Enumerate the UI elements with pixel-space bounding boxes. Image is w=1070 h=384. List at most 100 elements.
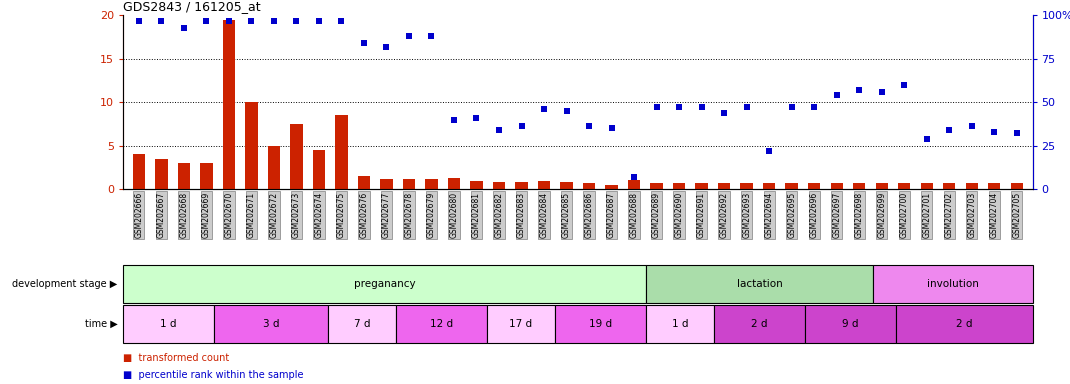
Text: 17 d: 17 d: [509, 319, 533, 329]
Point: [581, 123, 598, 129]
Point: [873, 89, 890, 95]
Bar: [123, 265, 646, 303]
Point: [557, 108, 575, 114]
Text: time ▶: time ▶: [85, 319, 118, 329]
Text: ■  percentile rank within the sample: ■ percentile rank within the sample: [123, 370, 304, 380]
Point: [198, 18, 215, 24]
Bar: [965, 183, 978, 189]
Bar: [538, 181, 550, 189]
Bar: [1010, 183, 1023, 189]
Bar: [920, 183, 933, 189]
Bar: [471, 181, 483, 189]
Point: [220, 18, 238, 24]
Bar: [214, 305, 327, 343]
Bar: [133, 154, 146, 189]
Point: [445, 116, 462, 122]
Bar: [123, 305, 214, 343]
Point: [648, 104, 666, 111]
Bar: [740, 183, 753, 189]
Point: [828, 92, 845, 98]
Point: [693, 104, 710, 111]
Point: [243, 18, 260, 24]
Bar: [875, 183, 888, 189]
Bar: [897, 305, 1033, 343]
Point: [131, 18, 148, 24]
Bar: [583, 183, 595, 189]
Bar: [380, 179, 393, 189]
Bar: [561, 182, 572, 189]
Text: ■  transformed count: ■ transformed count: [123, 353, 229, 363]
Point: [490, 127, 507, 133]
Bar: [200, 163, 213, 189]
Bar: [805, 305, 897, 343]
Point: [310, 18, 327, 24]
Bar: [290, 124, 303, 189]
Point: [333, 18, 350, 24]
Text: GDS2843 / 161205_at: GDS2843 / 161205_at: [123, 0, 261, 13]
Bar: [516, 182, 528, 189]
Bar: [763, 183, 776, 189]
Point: [153, 18, 170, 24]
Bar: [555, 305, 646, 343]
Bar: [178, 163, 190, 189]
Text: 1 d: 1 d: [160, 319, 177, 329]
Point: [513, 123, 530, 129]
Bar: [696, 183, 708, 189]
Text: 7 d: 7 d: [353, 319, 370, 329]
Text: development stage ▶: development stage ▶: [13, 279, 118, 289]
Bar: [646, 305, 715, 343]
Point: [851, 87, 868, 93]
Bar: [312, 150, 325, 189]
Point: [716, 109, 733, 116]
Bar: [155, 159, 168, 189]
Point: [985, 129, 1003, 135]
Bar: [988, 183, 1000, 189]
Point: [806, 104, 823, 111]
Text: 2 d: 2 d: [751, 319, 768, 329]
Bar: [808, 183, 821, 189]
Bar: [673, 183, 685, 189]
Bar: [402, 179, 415, 189]
Point: [738, 104, 755, 111]
Bar: [493, 182, 505, 189]
Point: [963, 123, 980, 129]
Bar: [646, 265, 873, 303]
Point: [355, 40, 372, 46]
Point: [288, 18, 305, 24]
Text: 12 d: 12 d: [430, 319, 453, 329]
Bar: [873, 265, 1033, 303]
Bar: [357, 176, 370, 189]
Bar: [853, 183, 866, 189]
Text: 19 d: 19 d: [588, 319, 612, 329]
Bar: [327, 305, 396, 343]
Text: 2 d: 2 d: [957, 319, 973, 329]
Point: [941, 127, 958, 133]
Point: [918, 136, 935, 142]
Bar: [268, 146, 280, 189]
Bar: [715, 305, 806, 343]
Bar: [425, 179, 438, 189]
Bar: [651, 183, 662, 189]
Point: [671, 104, 688, 111]
Text: 3 d: 3 d: [262, 319, 279, 329]
Bar: [606, 185, 617, 189]
Text: 9 d: 9 d: [842, 319, 859, 329]
Text: 1 d: 1 d: [672, 319, 688, 329]
Bar: [335, 115, 348, 189]
Text: involution: involution: [927, 279, 979, 289]
Bar: [785, 183, 798, 189]
Bar: [830, 183, 843, 189]
Point: [378, 43, 395, 50]
Point: [603, 125, 621, 131]
Bar: [396, 305, 487, 343]
Bar: [898, 183, 911, 189]
Bar: [943, 183, 956, 189]
Point: [1008, 130, 1025, 136]
Text: lactation: lactation: [737, 279, 782, 289]
Point: [175, 25, 193, 31]
Bar: [447, 178, 460, 189]
Point: [400, 33, 417, 39]
Point: [535, 106, 552, 112]
Bar: [628, 180, 640, 189]
Point: [783, 104, 800, 111]
